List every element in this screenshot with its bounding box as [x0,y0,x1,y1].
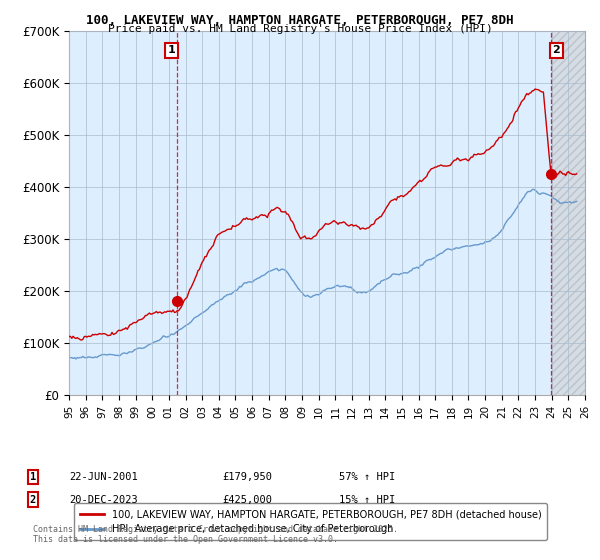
Text: 20-DEC-2023: 20-DEC-2023 [69,494,138,505]
Text: £179,950: £179,950 [222,472,272,482]
Bar [551,31,585,395]
Text: 100, LAKEVIEW WAY, HAMPTON HARGATE, PETERBOROUGH, PE7 8DH: 100, LAKEVIEW WAY, HAMPTON HARGATE, PETE… [86,14,514,27]
Text: 2: 2 [553,45,560,55]
Text: 22-JUN-2001: 22-JUN-2001 [69,472,138,482]
Text: 15% ↑ HPI: 15% ↑ HPI [339,494,395,505]
Text: 57% ↑ HPI: 57% ↑ HPI [339,472,395,482]
Text: Contains HM Land Registry data © Crown copyright and database right 2025.
This d: Contains HM Land Registry data © Crown c… [33,525,398,544]
Legend: 100, LAKEVIEW WAY, HAMPTON HARGATE, PETERBOROUGH, PE7 8DH (detached house), HPI:: 100, LAKEVIEW WAY, HAMPTON HARGATE, PETE… [74,503,547,540]
Text: 2: 2 [30,494,36,505]
Text: Price paid vs. HM Land Registry's House Price Index (HPI): Price paid vs. HM Land Registry's House … [107,24,493,34]
Text: 1: 1 [30,472,36,482]
Text: 1: 1 [168,45,176,55]
Text: £425,000: £425,000 [222,494,272,505]
